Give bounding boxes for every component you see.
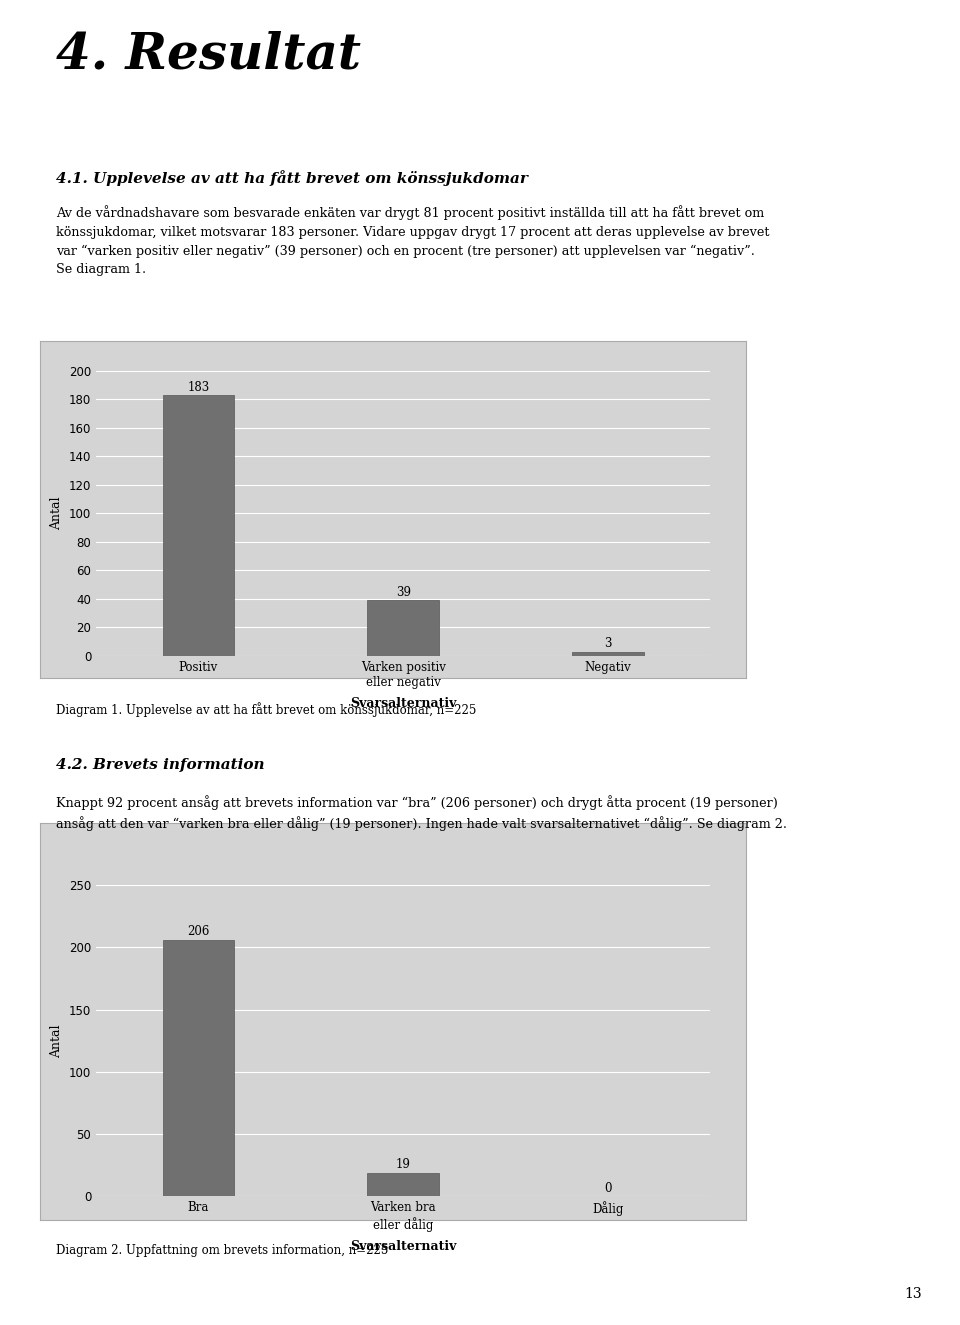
- Text: Knappt 92 procent ansåg att brevets information var “bra” (206 personer) och dry: Knappt 92 procent ansåg att brevets info…: [56, 795, 786, 831]
- Text: 13: 13: [904, 1287, 922, 1301]
- Text: 4.2. Brevets information: 4.2. Brevets information: [56, 758, 264, 772]
- Bar: [162, 939, 234, 1196]
- Text: 206: 206: [187, 925, 209, 938]
- Text: 4.1. Upplevelse av att ha fått brevet om könssjukdomar: 4.1. Upplevelse av att ha fått brevet om…: [56, 170, 528, 186]
- Text: 3: 3: [604, 637, 612, 651]
- Bar: [162, 395, 234, 656]
- Text: 39: 39: [396, 586, 411, 599]
- Text: Diagram 2. Uppfattning om brevets information, n=225: Diagram 2. Uppfattning om brevets inform…: [56, 1244, 388, 1257]
- Y-axis label: Antal: Antal: [50, 1024, 63, 1057]
- Text: 19: 19: [396, 1158, 411, 1171]
- Bar: [572, 652, 644, 656]
- X-axis label: Svarsalternativ: Svarsalternativ: [350, 1240, 456, 1253]
- Text: 4. Resultat: 4. Resultat: [56, 30, 361, 80]
- Y-axis label: Antal: Antal: [50, 497, 63, 530]
- Text: Diagram 1. Upplevelse av att ha fått brevet om könssjukdomar, n=225: Diagram 1. Upplevelse av att ha fått bre…: [56, 702, 476, 717]
- Bar: [368, 600, 439, 656]
- Bar: [368, 1173, 439, 1196]
- X-axis label: Svarsalternativ: Svarsalternativ: [350, 697, 456, 710]
- Text: 183: 183: [187, 380, 209, 394]
- Text: Av de vårdnadshavare som besvarade enkäten var drygt 81 procent positivt inställ: Av de vårdnadshavare som besvarade enkät…: [56, 205, 769, 276]
- Text: 0: 0: [604, 1182, 612, 1195]
